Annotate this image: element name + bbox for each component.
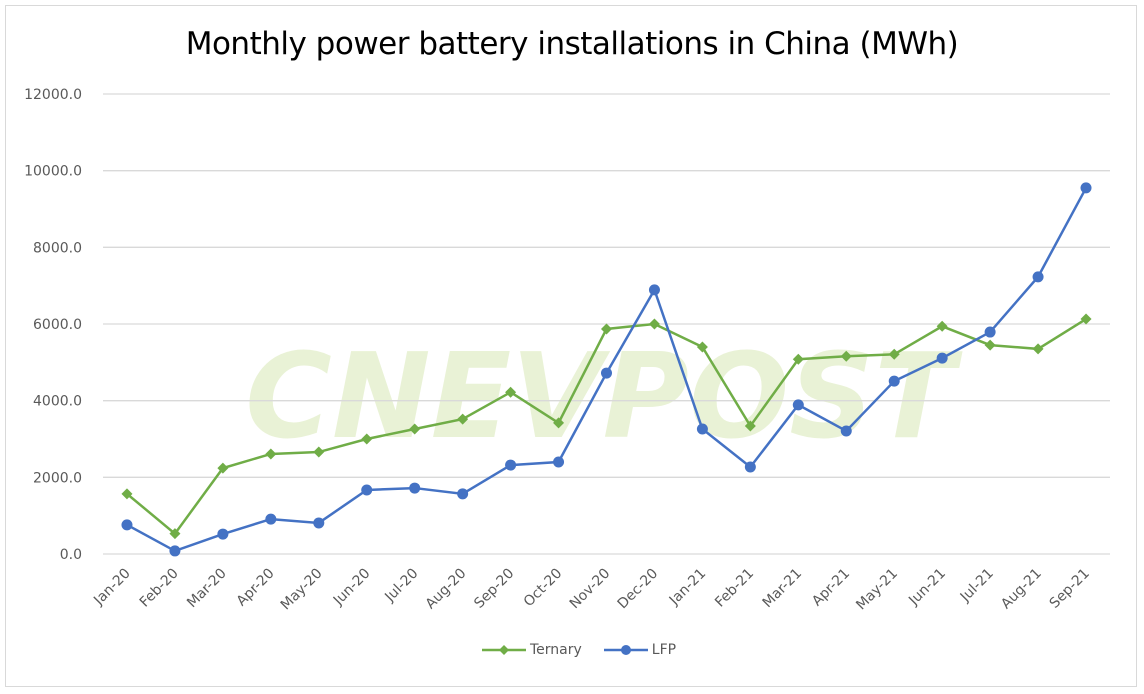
- data-point-lfp[interactable]: [553, 456, 565, 468]
- data-point-ternary[interactable]: [936, 320, 948, 332]
- x-tick-label: May-20: [278, 566, 326, 614]
- data-point-lfp[interactable]: [217, 528, 229, 540]
- legend-item-lfp[interactable]: LFP: [603, 642, 677, 658]
- data-point-ternary[interactable]: [1080, 313, 1092, 325]
- data-point-ternary[interactable]: [217, 462, 229, 474]
- data-point-lfp[interactable]: [696, 423, 708, 435]
- data-point-lfp[interactable]: [888, 375, 900, 387]
- x-tick-label: Feb-20: [137, 566, 182, 611]
- x-tick-label: Sep-21: [1047, 566, 1093, 612]
- x-tick-label: Feb-21: [712, 566, 757, 611]
- data-point-ternary[interactable]: [696, 341, 708, 353]
- circle-marker-icon: [603, 645, 648, 655]
- data-point-ternary[interactable]: [121, 488, 133, 500]
- data-point-ternary[interactable]: [313, 446, 325, 458]
- data-point-lfp[interactable]: [505, 459, 517, 471]
- data-point-ternary[interactable]: [169, 528, 181, 540]
- watermark-logo: CNEVPOST: [245, 327, 963, 465]
- x-tick-label: Mar-20: [184, 566, 230, 612]
- data-point-lfp[interactable]: [1080, 182, 1092, 194]
- data-point-lfp[interactable]: [1032, 271, 1044, 283]
- y-tick-label: 4000.0: [33, 394, 82, 410]
- x-tick-label: Aug-21: [998, 566, 1045, 613]
- x-tick-label: Mar-21: [760, 566, 806, 612]
- data-point-lfp[interactable]: [648, 284, 660, 296]
- legend-label: Ternary: [530, 642, 582, 658]
- y-tick-label: 12000.0: [24, 87, 82, 103]
- data-point-ternary[interactable]: [409, 423, 421, 435]
- x-tick-label: Jul-21: [957, 566, 997, 606]
- data-point-lfp[interactable]: [121, 519, 133, 531]
- x-tick-label: Aug-20: [423, 566, 470, 613]
- y-tick-label: 6000.0: [33, 317, 82, 333]
- x-tick-label: Nov-20: [567, 566, 614, 613]
- data-point-lfp[interactable]: [984, 326, 996, 338]
- data-point-ternary[interactable]: [648, 318, 660, 330]
- y-tick-label: 8000.0: [33, 240, 82, 256]
- data-point-ternary[interactable]: [888, 348, 900, 360]
- x-tick-label: Jan-21: [666, 566, 709, 609]
- x-tick-label: Jun-21: [905, 566, 949, 610]
- data-point-ternary[interactable]: [1032, 343, 1044, 355]
- x-tick-label: May-21: [853, 566, 901, 614]
- data-point-lfp[interactable]: [265, 513, 277, 525]
- data-point-lfp[interactable]: [457, 488, 469, 500]
- x-tick-label: Apr-20: [234, 566, 278, 610]
- y-tick-label: 2000.0: [33, 470, 82, 486]
- y-tick-label: 10000.0: [24, 164, 82, 180]
- x-tick-label: Sep-20: [471, 566, 517, 612]
- x-tick-label: Apr-21: [809, 566, 853, 610]
- data-point-lfp[interactable]: [169, 545, 181, 557]
- data-point-lfp[interactable]: [313, 517, 325, 529]
- legend-label: LFP: [651, 642, 677, 658]
- data-point-lfp[interactable]: [744, 461, 756, 473]
- x-tick-label: Oct-20: [521, 566, 566, 611]
- chart-frame: [5, 5, 1137, 687]
- data-point-ternary[interactable]: [984, 339, 996, 351]
- chart-title: Monthly power battery installations in C…: [185, 26, 959, 62]
- data-point-ternary[interactable]: [601, 323, 612, 335]
- data-point-ternary[interactable]: [744, 420, 756, 432]
- data-point-lfp[interactable]: [601, 367, 612, 379]
- data-point-ternary[interactable]: [361, 433, 373, 445]
- x-tick-label: Dec-20: [615, 566, 662, 613]
- data-point-ternary[interactable]: [840, 350, 852, 362]
- data-point-ternary[interactable]: [553, 417, 565, 429]
- data-point-ternary[interactable]: [505, 386, 517, 398]
- x-tick-label: Jul-20: [381, 566, 421, 606]
- data-point-ternary[interactable]: [265, 448, 277, 460]
- diamond-marker-icon: [482, 645, 526, 655]
- data-point-ternary[interactable]: [792, 353, 804, 365]
- legend: Ternary LFP: [482, 642, 676, 658]
- x-tick-label: Jun-20: [330, 566, 374, 610]
- data-point-lfp[interactable]: [792, 399, 804, 411]
- data-point-ternary[interactable]: [457, 413, 469, 425]
- data-point-lfp[interactable]: [936, 352, 948, 364]
- legend-item-ternary[interactable]: Ternary: [482, 642, 582, 658]
- data-point-lfp[interactable]: [840, 425, 852, 437]
- data-point-lfp[interactable]: [409, 482, 421, 494]
- x-tick-label: Jan-20: [90, 566, 133, 609]
- data-point-lfp[interactable]: [361, 484, 373, 496]
- y-tick-label: 0.0: [60, 547, 82, 563]
